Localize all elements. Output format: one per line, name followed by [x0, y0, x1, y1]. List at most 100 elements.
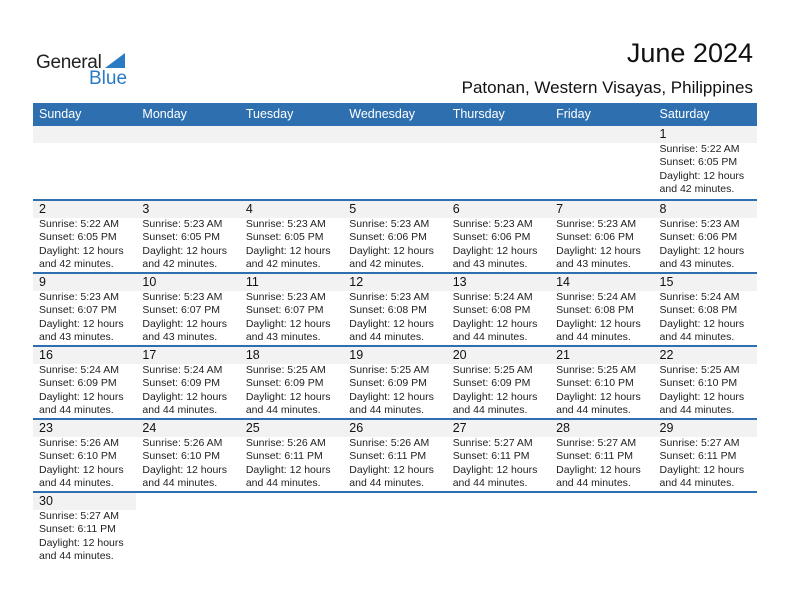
daylight-text: Daylight: 12 hours [556, 317, 641, 330]
daylight-minutes-text: and 44 minutes. [245, 477, 321, 490]
sunrise-text: Sunrise: 5:23 AM [452, 218, 533, 230]
day-cell: 6 Sunrise: 5:23 AM Sunset: 6:06 PM Daylight… [447, 201, 550, 272]
daylight-minutes-text: and 43 minutes. [452, 258, 528, 271]
sunset-text: Sunset: 6:06 PM [556, 231, 634, 244]
week-row: 23 Sunrise: 5:26 AM Sunset: 6:10 PM Dayligh… [33, 418, 757, 491]
daylight-minutes-text: and 44 minutes. [452, 477, 528, 490]
day-cell: 22 Sunrise: 5:25 AM Sunset: 6:10 PM Dayligh… [654, 347, 757, 418]
day-cell: 13 Sunrise: 5:24 AM Sunset: 6:08 PM Dayligh… [447, 274, 550, 345]
day-number: 28 [556, 421, 571, 435]
day-number-band [33, 274, 757, 291]
sunrise-text: Sunrise: 5:25 AM [556, 364, 637, 376]
sunset-text: Sunset: 6:07 PM [142, 304, 221, 317]
daylight-text: Daylight: 12 hours [452, 244, 538, 257]
sunrise-text: Sunrise: 5:24 AM [142, 364, 223, 376]
daylight-text: Daylight: 12 hours [452, 463, 538, 476]
daylight-text: Daylight: 12 hours [39, 390, 124, 403]
page-title: June 2024 [626, 38, 753, 68]
day-number: 12 [349, 275, 364, 289]
sunrise-text: Sunrise: 5:23 AM [349, 218, 430, 230]
daylight-minutes-text: and 44 minutes. [659, 477, 735, 490]
daylight-text: Daylight: 12 hours [452, 317, 538, 330]
empty-cell [343, 493, 446, 564]
daylight-minutes-text: and 44 minutes. [659, 331, 735, 344]
sunset-text: Sunset: 6:10 PM [39, 450, 117, 463]
weekday-header: Sunday Monday Tuesday Wednesday Thursday Frid… [33, 103, 757, 126]
day-cell: 1 Sunrise: 5:22 AM Sunset: 6:05 PM Daylight… [654, 126, 757, 199]
daylight-text: Daylight: 12 hours [349, 463, 434, 476]
day-cell: 21 Sunrise: 5:25 AM Sunset: 6:10 PM Dayligh… [550, 347, 653, 418]
daylight-minutes-text: and 44 minutes. [245, 404, 321, 417]
daylight-text: Daylight: 12 hours [142, 244, 228, 257]
logo-text-blue: Blue [89, 68, 128, 89]
day-number: 2 [39, 202, 46, 216]
day-number-band [33, 420, 757, 437]
sunset-text: Sunset: 6:05 PM [659, 156, 738, 169]
sunset-text: Sunset: 6:05 PM [245, 231, 324, 244]
weekday-tuesday: Tuesday [245, 107, 294, 121]
sunrise-text: Sunrise: 5:26 AM [245, 437, 326, 449]
daylight-minutes-text: and 42 minutes. [659, 183, 735, 196]
day-cell: 14 Sunrise: 5:24 AM Sunset: 6:08 PM Dayligh… [550, 274, 653, 345]
day-number: 6 [452, 202, 460, 216]
day-cell: 26 Sunrise: 5:26 AM Sunset: 6:11 PM Dayligh… [343, 420, 446, 491]
day-cell: 29 Sunrise: 5:27 AM Sunset: 6:11 PM Dayligh… [654, 420, 757, 491]
logo: General Blue [36, 50, 136, 90]
day-number-band [33, 347, 757, 364]
sunrise-text: Sunrise: 5:22 AM [39, 218, 119, 230]
daylight-text: Daylight: 12 hours [245, 463, 331, 476]
day-cell: 5 Sunrise: 5:23 AM Sunset: 6:06 PM Daylight… [343, 201, 446, 272]
day-number: 27 [452, 421, 467, 435]
empty-cell [447, 126, 550, 199]
day-number-band [33, 201, 757, 218]
day-number: 30 [39, 494, 53, 508]
location-subtitle: Patonan, Western Visayas, Philippines [461, 78, 753, 97]
empty-cell [240, 493, 343, 564]
sunrise-text: Sunrise: 5:24 AM [39, 364, 119, 376]
sunrise-text: Sunrise: 5:23 AM [245, 218, 326, 230]
sunset-text: Sunset: 6:05 PM [142, 231, 221, 244]
daylight-minutes-text: and 44 minutes. [659, 404, 735, 417]
day-number: 14 [556, 275, 571, 289]
sunrise-text: Sunrise: 5:24 AM [556, 291, 637, 303]
sunrise-text: Sunrise: 5:25 AM [659, 364, 740, 376]
sunrise-text: Sunrise: 5:23 AM [142, 291, 223, 303]
daylight-minutes-text: and 42 minutes. [142, 258, 218, 271]
sunrise-text: Sunrise: 5:25 AM [245, 364, 326, 376]
day-number: 22 [659, 348, 674, 362]
day-number: 1 [659, 127, 667, 141]
daylight-text: Daylight: 12 hours [556, 463, 641, 476]
logo-text-general: General [36, 52, 102, 73]
sunrise-text: Sunrise: 5:23 AM [245, 291, 326, 303]
sunset-text: Sunset: 6:07 PM [39, 304, 117, 317]
weekday-sunday: Sunday [39, 107, 82, 121]
daylight-text: Daylight: 12 hours [556, 244, 641, 257]
sunset-text: Sunset: 6:07 PM [245, 304, 324, 317]
day-number: 5 [349, 202, 357, 216]
day-number: 20 [452, 348, 467, 362]
sunrise-text: Sunrise: 5:23 AM [349, 291, 430, 303]
daylight-minutes-text: and 44 minutes. [39, 404, 114, 417]
daylight-minutes-text: and 44 minutes. [556, 477, 631, 490]
sunset-text: Sunset: 6:09 PM [245, 377, 324, 390]
daylight-minutes-text: and 43 minutes. [556, 258, 631, 271]
daylight-minutes-text: and 43 minutes. [245, 331, 321, 344]
daylight-minutes-text: and 44 minutes. [452, 331, 528, 344]
day-number: 9 [39, 275, 46, 289]
weekday-saturday: Saturday [659, 107, 710, 121]
day-cell: 28 Sunrise: 5:27 AM Sunset: 6:11 PM Dayligh… [550, 420, 653, 491]
weekday-wednesday: Wednesday [349, 107, 416, 121]
daylight-text: Daylight: 12 hours [245, 390, 331, 403]
day-number: 13 [452, 275, 467, 289]
day-number: 11 [245, 275, 259, 289]
weekday-thursday: Thursday [452, 107, 505, 121]
sunset-text: Sunset: 6:06 PM [659, 231, 738, 244]
sunset-text: Sunset: 6:11 PM [245, 450, 323, 463]
sunset-text: Sunset: 6:11 PM [349, 450, 427, 463]
daylight-text: Daylight: 12 hours [349, 244, 434, 257]
empty-cell [136, 126, 239, 199]
sunrise-text: Sunrise: 5:24 AM [659, 291, 740, 303]
sunrise-text: Sunrise: 5:27 AM [452, 437, 533, 449]
sunset-text: Sunset: 6:10 PM [556, 377, 634, 390]
empty-cell [240, 126, 343, 199]
